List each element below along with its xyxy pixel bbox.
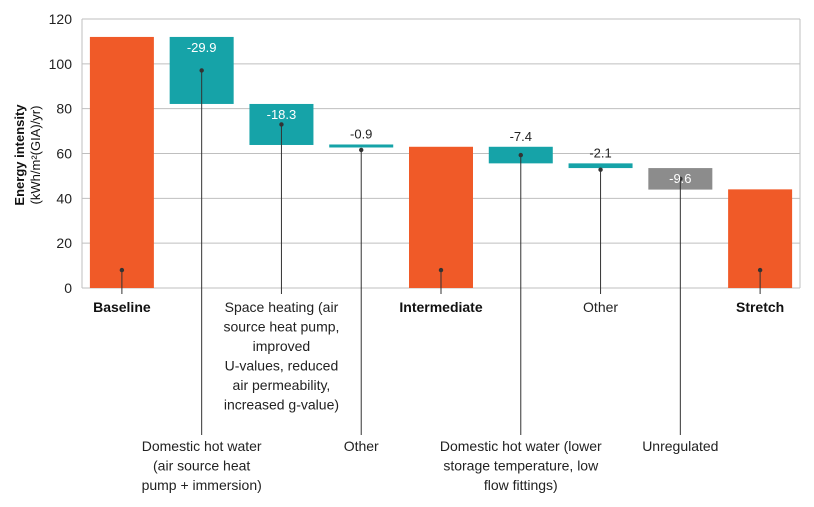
- category-label-line: flow fittings): [484, 477, 558, 493]
- y-tick-label: 80: [56, 101, 72, 117]
- connector-dot-unregulated: [678, 176, 683, 182]
- category-label-line: U-values, reduced: [225, 358, 339, 374]
- y-axis-unit: (kWh/m²(GIA)/yr): [28, 106, 43, 205]
- connector-dot-other-1: [359, 147, 364, 153]
- category-label-line: source heat pump,: [223, 319, 339, 335]
- category-label-line: improved: [253, 338, 311, 354]
- y-axis-title: Energy intensity: [12, 104, 27, 206]
- value-label-space-heating: -18.3: [267, 107, 297, 122]
- bar-other-2: [568, 163, 633, 169]
- y-axis-ticks: 0 20 40 60 80 100 120: [49, 11, 73, 296]
- category-label-line: Intermediate: [399, 299, 482, 315]
- category-label-other-1: Other: [344, 438, 379, 454]
- label-connectors: [119, 68, 763, 435]
- category-label-line: Unregulated: [642, 438, 718, 454]
- bar-intermediate: [409, 146, 473, 288]
- connector-dot-other-2: [598, 167, 603, 172]
- y-tick-label: 120: [49, 11, 73, 27]
- category-label-dhw-2: Domestic hot water (lower storage tempera…: [440, 438, 602, 493]
- category-labels: Baseline Domestic hot water (air source he…: [93, 299, 784, 493]
- category-label-baseline: Baseline: [93, 299, 151, 315]
- category-label-line: pump + immersion): [142, 477, 262, 493]
- category-label-line: air permeability,: [233, 377, 331, 393]
- category-label-line: Other: [344, 438, 379, 454]
- value-label-dhw-2: -7.4: [510, 129, 532, 144]
- value-label-other-2: -2.1: [589, 145, 611, 160]
- category-label-line: Baseline: [93, 299, 151, 315]
- category-label-line: increased g-value): [224, 397, 339, 413]
- value-label-unregulated: -9.6: [669, 171, 691, 186]
- category-label-line: Other: [583, 299, 618, 315]
- y-tick-label: 0: [64, 280, 72, 296]
- category-label-line: storage temperature, low: [443, 458, 599, 474]
- category-label-other-2: Other: [583, 299, 618, 315]
- category-label-unregulated: Unregulated: [642, 438, 718, 454]
- category-label-space-heating: Space heating (air source heat pump, impro…: [223, 299, 339, 413]
- category-label-stretch: Stretch: [736, 299, 784, 315]
- y-tick-label: 60: [56, 146, 72, 162]
- connector-dot-dhw-2: [518, 152, 523, 158]
- category-label-line: Stretch: [736, 299, 784, 315]
- connector-dot-stretch: [757, 267, 763, 273]
- y-tick-label: 100: [49, 56, 73, 72]
- category-label-line: Domestic hot water: [142, 438, 262, 454]
- bar-other-1: [329, 144, 394, 148]
- y-tick-label: 20: [56, 235, 72, 251]
- value-label-other-1: -0.9: [350, 126, 372, 141]
- bar-baseline: [89, 36, 154, 288]
- connector-dot-baseline: [119, 267, 125, 273]
- bars: [89, 36, 793, 288]
- category-label-line: Space heating (air: [225, 299, 339, 315]
- category-label-line: Domestic hot water (lower: [440, 438, 602, 454]
- category-label-dhw: Domestic hot water (air source heat pump +…: [142, 438, 262, 493]
- connector-dot-intermediate: [438, 267, 444, 273]
- value-labels: -29.9 -18.3 -0.9 -7.4 -2.1 -9.6: [187, 40, 692, 186]
- connector-dot-space-heating: [279, 122, 284, 127]
- category-label-line: (air source heat: [153, 458, 250, 474]
- value-label-dhw: -29.9: [187, 40, 217, 55]
- connector-dot-dhw: [199, 68, 204, 73]
- category-label-intermediate: Intermediate: [399, 299, 482, 315]
- y-tick-label: 40: [56, 190, 72, 206]
